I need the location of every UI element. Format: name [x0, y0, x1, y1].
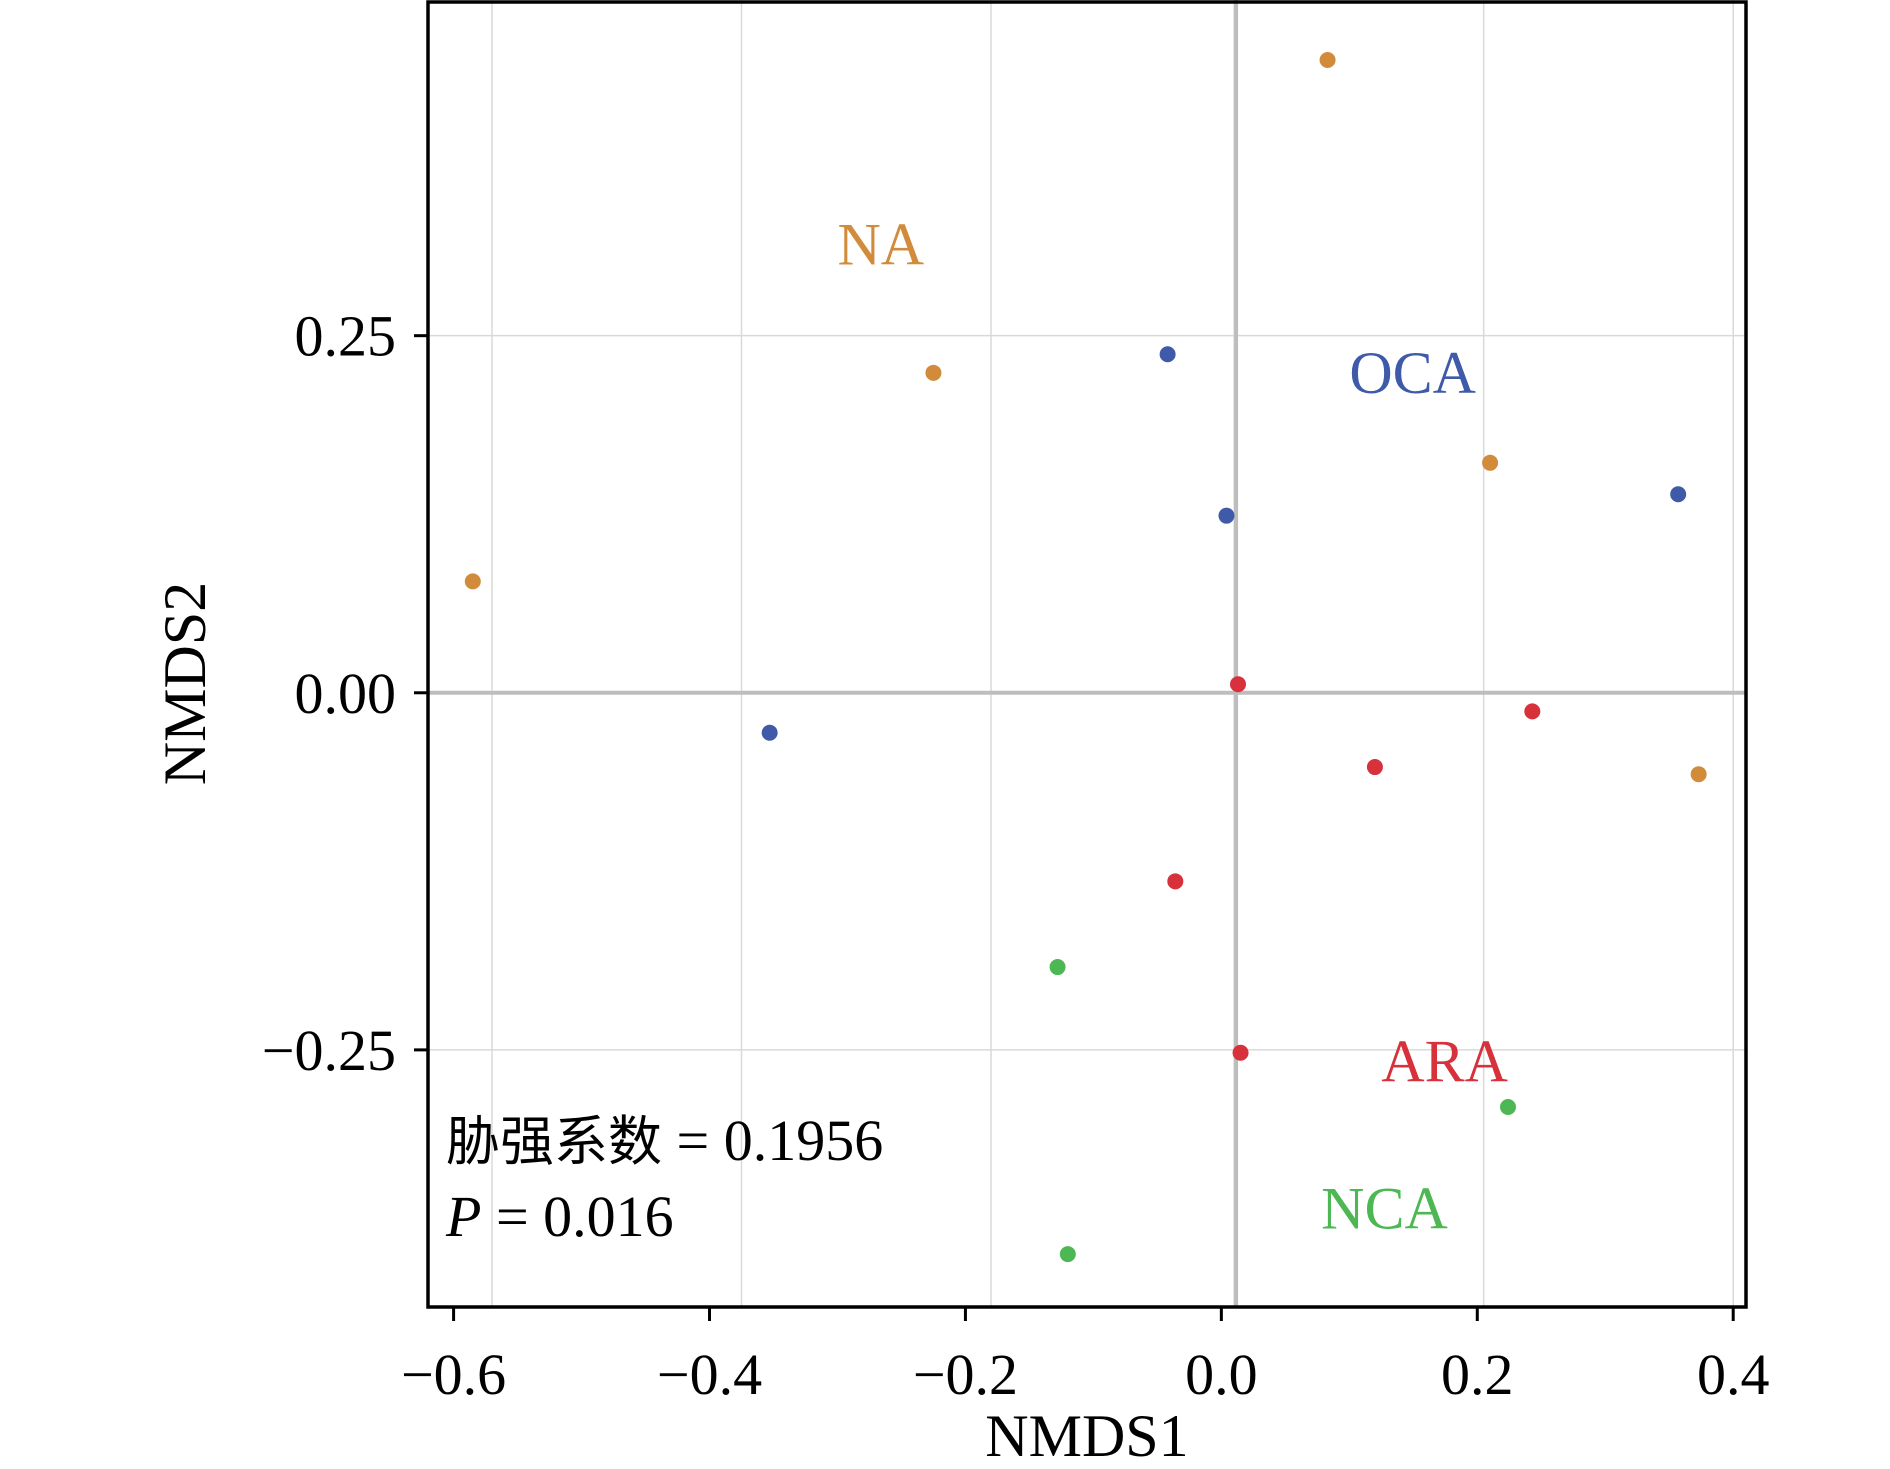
- plot-frame: [426, 0, 1748, 1309]
- point-ara: [1167, 873, 1184, 890]
- stress-value: = 0.1956: [662, 1108, 883, 1173]
- group-label-na: NA: [837, 211, 924, 277]
- point-ara: [1524, 703, 1541, 720]
- group-label-oca: OCA: [1349, 340, 1476, 406]
- y-tick-label: 0.00: [295, 661, 397, 726]
- p-label: P: [445, 1184, 481, 1249]
- x-tick-label: 0.2: [1441, 1342, 1514, 1407]
- group-label-nca: NCA: [1321, 1175, 1448, 1241]
- y-tick-label: 0.25: [295, 304, 397, 369]
- y-axis-title: NMDS2: [152, 582, 218, 785]
- point-na: [1482, 454, 1499, 471]
- point-nca: [1059, 1246, 1076, 1263]
- point-nca: [1049, 959, 1066, 976]
- p-value: = 0.016: [481, 1184, 673, 1249]
- point-oca: [761, 724, 778, 741]
- point-na: [1690, 766, 1707, 783]
- group-label-ara: ARA: [1381, 1028, 1508, 1094]
- axis-ticks: −0.6 −0.4 −0.2 0.0 0.2 0.4 −0.25 0.00 0.25: [262, 304, 1770, 1407]
- data-points: [464, 51, 1707, 1263]
- stress-label: 胁强系数: [446, 1110, 662, 1173]
- point-oca: [1218, 507, 1235, 524]
- x-tick-label: −0.2: [913, 1342, 1018, 1407]
- zero-lines: [428, 0, 1746, 1307]
- group-labels: NA OCA ARA NCA: [837, 211, 1508, 1241]
- x-tick-label: −0.6: [401, 1342, 506, 1407]
- point-na: [1319, 51, 1336, 68]
- point-oca: [1670, 486, 1687, 503]
- point-na: [925, 364, 942, 381]
- x-tick-label: 0.4: [1697, 1342, 1770, 1407]
- x-tick-label: −0.4: [657, 1342, 762, 1407]
- point-ara: [1229, 676, 1246, 693]
- point-oca: [1159, 346, 1176, 363]
- p-value-annotation: P = 0.016: [445, 1184, 674, 1249]
- point-ara: [1366, 759, 1383, 776]
- stress-annotation: 胁强系数 = 0.1956: [446, 1108, 883, 1173]
- y-tick-label: −0.25: [262, 1018, 396, 1083]
- point-na: [464, 573, 481, 590]
- point-nca: [1499, 1099, 1516, 1116]
- point-ara: [1232, 1044, 1249, 1061]
- x-tick-label: 0.0: [1185, 1342, 1258, 1407]
- x-axis-title: NMDS1: [985, 1403, 1188, 1469]
